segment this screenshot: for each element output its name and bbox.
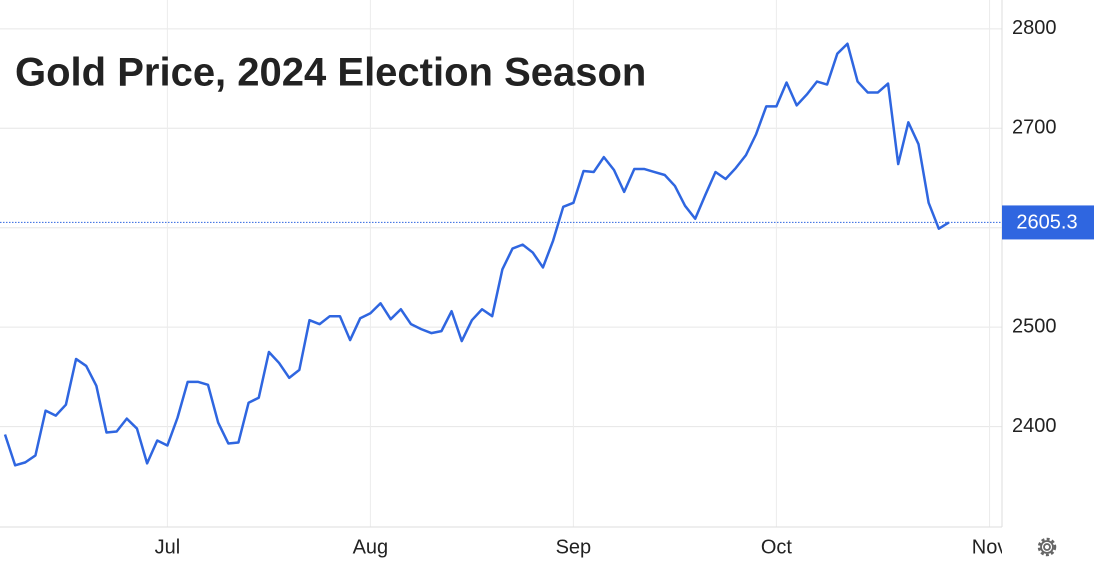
last-value-label: 2605.3 xyxy=(1016,212,1077,234)
y-tick-label: 2800 xyxy=(1012,17,1057,39)
settings-icon[interactable] xyxy=(1037,537,1057,557)
x-tick-label: Nov xyxy=(972,536,1008,558)
chart-title: Gold Price, 2024 Election Season xyxy=(15,51,646,95)
x-tick-label: Aug xyxy=(353,536,389,558)
plot xyxy=(3,42,950,467)
y-tick-label: 2500 xyxy=(1012,315,1057,337)
x-tick-label: Sep xyxy=(556,536,592,558)
x-tick-label: Jul xyxy=(155,536,181,558)
last-value-box xyxy=(1002,205,1094,240)
y-tick-label: 2700 xyxy=(1012,117,1057,139)
x-tick-label: Oct xyxy=(761,536,793,558)
price-line xyxy=(3,42,950,467)
grid xyxy=(0,0,1003,528)
y-tick-label: 2400 xyxy=(1012,415,1057,437)
